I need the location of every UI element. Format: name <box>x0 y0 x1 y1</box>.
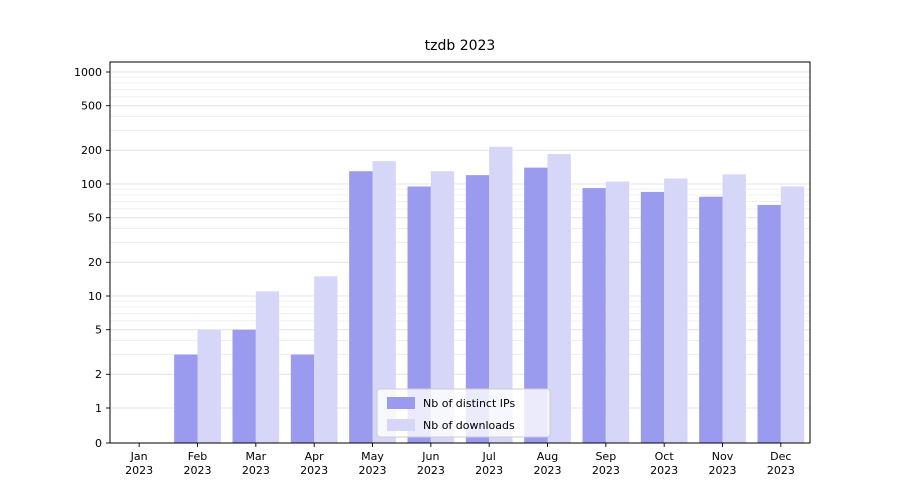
y-tick-label: 5 <box>95 324 102 337</box>
bar-aug-distinct-ips <box>524 167 548 443</box>
legend-label: Nb of downloads <box>423 419 515 432</box>
bar-may-downloads <box>372 161 396 444</box>
y-tick-label: 50 <box>88 212 102 225</box>
bar-jun-distinct-ips <box>407 186 431 444</box>
x-tick-label-year: 2023 <box>359 464 387 477</box>
bar-may-distinct-ips <box>349 171 373 443</box>
bar-oct-distinct-ips <box>640 191 665 443</box>
y-tick-label: 500 <box>81 100 102 113</box>
x-tick-label-year: 2023 <box>709 464 737 477</box>
x-tick-label-month: Dec <box>770 450 791 463</box>
bar-dec-downloads <box>780 186 805 444</box>
bar-mar-distinct-ips <box>232 329 256 443</box>
x-tick-label-year: 2023 <box>767 464 795 477</box>
y-tick-label: 200 <box>81 144 102 157</box>
bar-jul-downloads <box>489 146 513 443</box>
x-tick-label-year: 2023 <box>592 464 620 477</box>
legend: Nb of distinct IPs Nb of downloads <box>376 388 551 438</box>
x-tick-label-month: Jan <box>130 450 148 463</box>
x-tick-label-month: Oct <box>655 450 675 463</box>
bar-nov-downloads <box>722 174 746 443</box>
legend-swatch-distinct-ips <box>387 397 415 409</box>
x-tick-label-year: 2023 <box>417 464 445 477</box>
gridlines <box>110 71 810 409</box>
bar-oct-downloads <box>664 178 688 443</box>
x-tick-label-year: 2023 <box>534 464 562 477</box>
bar-series <box>174 146 805 444</box>
bar-jul-distinct-ips <box>465 175 490 443</box>
y-tick-label: 1000 <box>74 66 102 79</box>
x-tick-label-year: 2023 <box>650 464 678 477</box>
y-tick-label: 0 <box>95 437 102 450</box>
bar-mar-downloads <box>255 291 280 443</box>
legend-label: Nb of distinct IPs <box>423 397 515 410</box>
bar-sep-distinct-ips <box>582 188 606 443</box>
bar-apr-distinct-ips <box>290 354 315 443</box>
legend-swatch-downloads <box>387 419 415 431</box>
x-axis: Jan2023Feb2023Mar2023Apr2023May2023Jun20… <box>125 443 795 477</box>
y-tick-label: 20 <box>88 256 102 269</box>
x-tick-label-year: 2023 <box>475 464 503 477</box>
x-tick-label-month: Jun <box>421 450 439 463</box>
legend-box <box>376 388 551 438</box>
x-tick-label-month: Apr <box>305 450 325 463</box>
bar-feb-downloads <box>197 329 221 443</box>
plot-frame <box>109 61 811 444</box>
x-tick-label-year: 2023 <box>300 464 328 477</box>
y-axis: 0 1 2 5 10 20 50 100 200 500 1000 <box>74 66 110 450</box>
bar-feb-distinct-ips <box>174 354 198 443</box>
y-tick-label: 100 <box>81 178 102 191</box>
bar-jun-downloads <box>430 171 455 443</box>
y-tick-label: 1 <box>95 402 102 415</box>
bar-nov-distinct-ips <box>699 196 723 443</box>
bar-sep-downloads <box>605 181 630 443</box>
x-tick-label-month: May <box>361 450 384 463</box>
bar-aug-downloads <box>547 154 571 443</box>
y-tick-label: 2 <box>95 368 102 381</box>
x-tick-label-year: 2023 <box>125 464 153 477</box>
x-tick-label-month: Aug <box>537 450 558 463</box>
x-tick-label-year: 2023 <box>242 464 270 477</box>
x-tick-label-month: Sep <box>595 450 616 463</box>
y-tick-label: 10 <box>88 290 102 303</box>
chart-title: tzdb 2023 <box>425 38 496 54</box>
x-tick-label-year: 2023 <box>184 464 212 477</box>
bar-apr-downloads <box>314 276 338 443</box>
bar-dec-distinct-ips <box>757 204 781 443</box>
x-tick-label-month: Nov <box>712 450 734 463</box>
x-tick-label-month: Jul <box>482 450 496 463</box>
x-tick-label-month: Feb <box>188 450 207 463</box>
x-tick-label-month: Mar <box>245 450 266 463</box>
